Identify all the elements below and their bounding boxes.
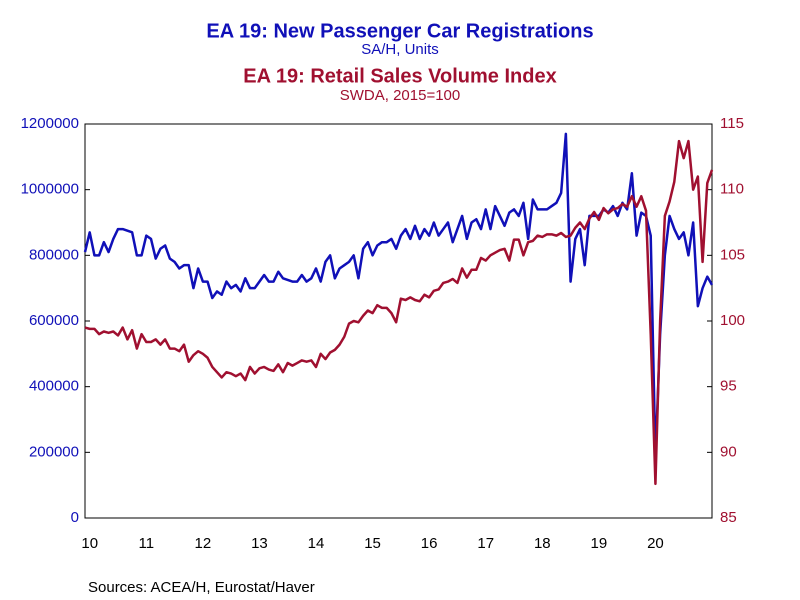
chart-subtitle: SWDA, 2015=100 [340, 87, 461, 104]
y2-tick-label: 95 [720, 378, 737, 395]
chart-title: EA 19: Retail Sales Volume Index [243, 65, 556, 87]
x-tick-label: 10 [81, 535, 98, 552]
x-tick-label: 16 [421, 535, 438, 552]
y2-tick-label: 115 [720, 115, 744, 132]
y-tick-label: 600000 [29, 312, 79, 329]
x-tick-label: 17 [477, 535, 494, 552]
x-tick-label: 20 [647, 535, 664, 552]
y2-tick-label: 90 [720, 443, 737, 460]
y-tick-label: 400000 [29, 378, 79, 395]
plot-area [84, 123, 713, 519]
source-note: Sources: ACEA/H, Eurostat/Haver [88, 579, 315, 596]
y2-tick-label: 100 [720, 312, 745, 329]
x-tick-label: 19 [591, 535, 608, 552]
x-tick-label: 12 [195, 535, 212, 552]
x-tick-label: 15 [364, 535, 381, 552]
y-tick-label: 1000000 [21, 181, 79, 198]
x-tick-label: 18 [534, 535, 551, 552]
x-tick-label: 13 [251, 535, 268, 552]
y-tick-label: 0 [71, 509, 79, 526]
y2-tick-label: 85 [720, 509, 737, 526]
y-tick-label: 800000 [29, 246, 79, 263]
chart-title: EA 19: New Passenger Car Registrations [206, 20, 593, 42]
y-tick-label: 200000 [29, 443, 79, 460]
y2-tick-label: 110 [720, 181, 744, 198]
series-line [84, 139, 714, 486]
chart-subtitle: SA/H, Units [361, 41, 439, 58]
x-tick-label: 14 [308, 535, 325, 552]
x-tick-label: 11 [138, 535, 154, 552]
y-tick-label: 1200000 [21, 115, 79, 132]
y2-tick-label: 105 [720, 246, 745, 263]
